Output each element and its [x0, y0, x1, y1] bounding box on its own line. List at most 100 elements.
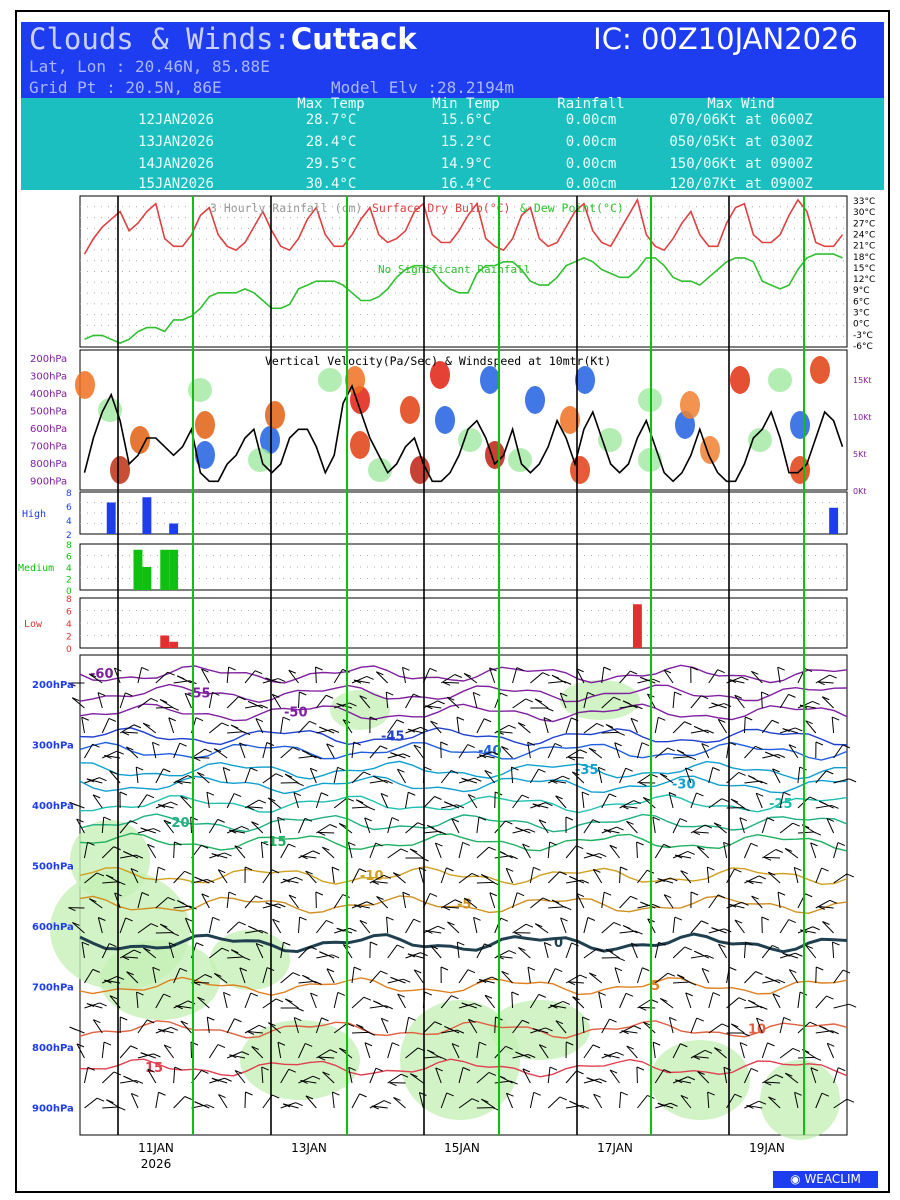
wind-barb: [826, 818, 835, 834]
pressure-tick-label: 200hPa: [30, 354, 67, 365]
wind-barb: [484, 994, 496, 1009]
wind-barb: [315, 792, 322, 809]
wind-barb: [280, 843, 289, 859]
wind-barb-flag: [446, 867, 454, 872]
wind-barb-flag: [603, 829, 612, 833]
velocity-blob: [810, 356, 830, 384]
wind-barb-flag: [581, 1104, 590, 1109]
wind-barb-flag: [400, 1073, 409, 1078]
wind-barb-flag: [402, 891, 411, 896]
wind-barb-flag: [846, 1098, 855, 1103]
wind-barb-flag: [721, 798, 729, 803]
pressure-tick-label: 600hPa: [30, 424, 67, 435]
wind-barb-flag: [792, 822, 800, 827]
wind-barb: [672, 851, 688, 859]
day-label: 19JAN: [749, 1141, 785, 1155]
wind-barb: [797, 1056, 814, 1059]
dew-point-line: [84, 253, 843, 344]
temperature-contour: [79, 683, 848, 704]
wind-barb-flag: [771, 719, 780, 724]
cloud-tick-label: 8: [66, 595, 72, 605]
wind-barb-flag: [346, 1022, 355, 1027]
wind-barb-flag: [621, 805, 629, 810]
wind-barb-flag: [717, 894, 726, 899]
wind-barb-flag: [309, 946, 317, 950]
wind-barb-flag: [239, 967, 248, 972]
wind-barb-flag: [136, 991, 144, 996]
wind-barb-flag: [829, 899, 838, 904]
wind-barb: [209, 947, 223, 959]
wind-barb-flag: [674, 916, 683, 921]
wind-barb-flag: [150, 697, 158, 702]
wind-barb: [359, 695, 371, 709]
wind-barb: [768, 1096, 781, 1109]
wind-barb-flag: [408, 791, 416, 796]
wind-barb: [351, 868, 360, 884]
wind-barb: [272, 918, 282, 934]
wind-barb: [708, 703, 725, 709]
wind-barb: [251, 821, 264, 834]
wind-barb-flag: [633, 1025, 642, 1030]
wind-barb: [333, 894, 344, 909]
panel-cloud-high: [79, 491, 848, 535]
wind-barb-flag: [125, 917, 133, 922]
wind-barb-flag: [810, 842, 818, 847]
wind-barb-flag: [255, 895, 263, 900]
wind-barb: [672, 818, 681, 834]
wind-barb-flag: [625, 767, 633, 772]
wind-barb-flag: [714, 1047, 722, 1052]
wind-barb-flag: [522, 1019, 530, 1024]
wind-barb: [583, 853, 600, 859]
wind-barb-flag: [816, 966, 824, 971]
wind-barb: [229, 829, 246, 834]
wind-barb: [588, 972, 603, 984]
wind-barb-flag: [687, 1076, 696, 1081]
wind-barb-flag: [353, 741, 361, 746]
wind-barb: [815, 995, 827, 1009]
wind-barb-flag: [285, 998, 293, 1003]
wind-barb-flag: [72, 921, 80, 926]
humidity-shading: [560, 680, 640, 720]
wind-barb: [592, 869, 603, 884]
temp-tick-label: 0°C: [853, 320, 870, 330]
wind-barb-flag: [214, 972, 222, 977]
wind-barb-flag: [674, 854, 683, 859]
wind-barb: [567, 981, 584, 984]
wind-barb-flag: [842, 744, 850, 749]
wind-barb-flag: [317, 831, 326, 836]
wind-barb-flag: [468, 794, 476, 798]
wind-barb: [393, 1097, 406, 1109]
row-min: 16.4°C: [440, 176, 492, 192]
wind-barb-flag: [288, 1068, 296, 1073]
panel-title-part: & Dew Point(°C): [520, 201, 624, 215]
wind-barb: [511, 991, 514, 1009]
wind-barb-flag: [159, 699, 168, 703]
wind-barb: [784, 848, 799, 859]
row-rain: 0.00cm: [565, 176, 617, 192]
wind-barb: [405, 822, 419, 834]
wind-barb: [175, 1005, 192, 1009]
wind-barb-flag: [353, 904, 362, 909]
wind-barb-flag: [104, 979, 112, 984]
row-wind: 050/05Kt at 0300Z: [669, 134, 813, 150]
wind-barb: [680, 870, 692, 884]
pressure-tick-label: 800hPa: [32, 1043, 74, 1054]
figure-frame: [15, 10, 890, 1193]
wind-barb: [354, 679, 370, 684]
wind-barb: [779, 792, 784, 809]
wind-barb: [571, 771, 585, 784]
wind-barb-flag: [414, 969, 422, 974]
wind-barb-flag: [211, 1077, 220, 1082]
wind-barb: [285, 998, 299, 1009]
wind-barb: [767, 871, 781, 884]
wind-barb-flag: [527, 828, 536, 833]
wind-barb-flag: [277, 816, 285, 821]
cloud-bar: [133, 549, 143, 590]
wind-barb: [234, 845, 246, 859]
wind-barb-flag: [244, 866, 253, 871]
wind-barb: [255, 943, 264, 959]
wind-barb-flag: [809, 796, 817, 801]
wind-barb-flag: [750, 1067, 759, 1072]
wind-barb-flag: [130, 820, 138, 825]
wind-barb-flag: [108, 717, 117, 722]
